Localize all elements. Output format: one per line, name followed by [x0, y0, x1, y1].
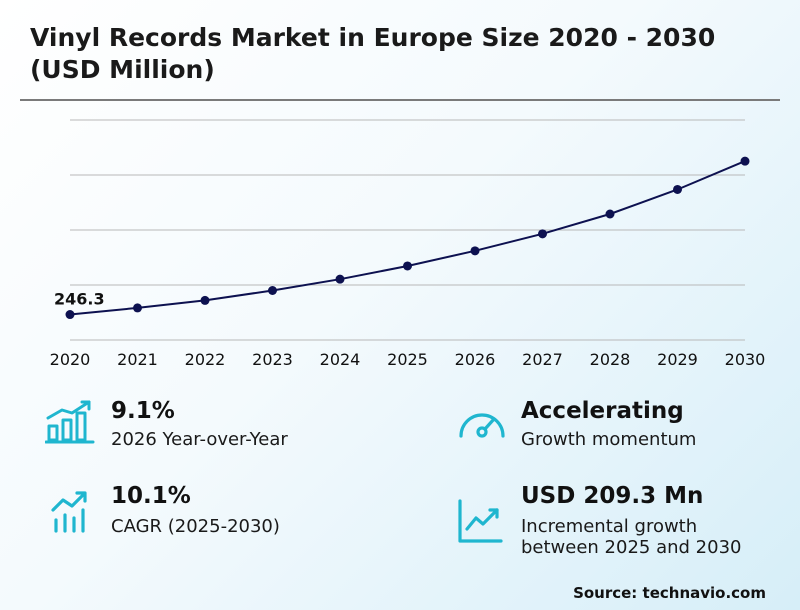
data-point-2029 — [673, 184, 682, 194]
line-chart-up-icon — [458, 499, 503, 543]
x-tick-2027: 2027 — [522, 350, 563, 369]
speedometer-icon — [459, 413, 505, 438]
data-point-2026 — [470, 246, 480, 256]
series-line — [69, 160, 746, 316]
x-tick-2028: 2028 — [590, 350, 631, 369]
data-point-2021 — [133, 303, 142, 313]
kpi-incremental-desc-2: between 2025 and 2030 — [521, 537, 742, 558]
x-tick-2021: 2021 — [117, 350, 158, 369]
data-point-2023 — [268, 286, 277, 295]
data-point-2020 — [65, 310, 75, 320]
x-tick-2030: 2030 — [725, 350, 766, 369]
bar-chart-growth-icon — [45, 400, 95, 444]
trend-bars-icon — [51, 491, 87, 533]
data-point-2027 — [538, 229, 547, 239]
x-tick-2022: 2022 — [185, 350, 226, 369]
data-point-2025 — [403, 261, 412, 271]
data-point-2022 — [200, 295, 210, 305]
data-point-2030 — [740, 156, 750, 166]
kpi-yoy-desc: 2026 Year-over-Year — [111, 429, 288, 450]
kpi-cagr-desc: CAGR (2025-2030) — [111, 516, 280, 537]
kpi-momentum: Accelerating Growth momentum — [521, 397, 696, 450]
x-tick-2025: 2025 — [387, 350, 428, 369]
title-divider — [20, 99, 780, 101]
x-tick-2023: 2023 — [252, 350, 293, 369]
kpi-incremental: USD 209.3 Mn Incremental growth between … — [521, 482, 741, 558]
kpi-cagr: 10.1% CAGR (2025-2030) — [111, 482, 280, 537]
chart-title: Vinyl Records Market in Europe Size 2020… — [30, 23, 716, 84]
kpi-cagr-value: 10.1% — [111, 483, 191, 509]
x-tick-2020: 2020 — [50, 350, 91, 369]
kpi-momentum-value: Accelerating — [521, 398, 684, 424]
x-tick-2024: 2024 — [320, 350, 361, 369]
data-point-2028 — [605, 209, 615, 219]
source-label: Source: technavio.com — [573, 584, 766, 602]
data-point-2024 — [335, 274, 345, 284]
x-tick-2029: 2029 — [657, 350, 698, 369]
kpi-yoy-value: 9.1% — [111, 398, 175, 424]
data-label-2020: 246.3 — [54, 290, 105, 309]
x-tick-2026: 2026 — [455, 350, 496, 369]
kpi-incremental-value: USD 209.3 Mn — [521, 483, 704, 509]
kpi-incremental-desc-1: Incremental growth — [521, 516, 698, 537]
line-chart: 246.3 2020 2021 2022 2023 2024 2025 2026 2027 20… — [50, 119, 766, 369]
kpi-momentum-desc: Growth momentum — [521, 429, 697, 450]
kpi-yoy: 9.1% 2026 Year-over-Year — [111, 397, 288, 450]
